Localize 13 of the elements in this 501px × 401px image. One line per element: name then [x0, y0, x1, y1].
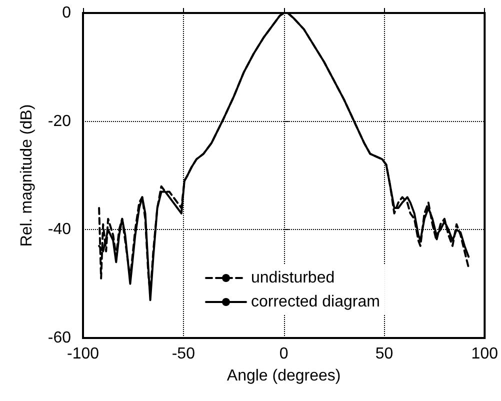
y-tick-label: 0	[62, 4, 72, 22]
x-tick-label: 50	[375, 346, 394, 362]
y-tick-label: -20	[48, 112, 72, 130]
x-tick-label: -100	[66, 346, 100, 362]
legend-label: corrected diagram	[251, 294, 380, 310]
y-tick-label: -60	[48, 330, 72, 346]
x-axis-title: Angle (degrees)	[226, 368, 341, 384]
y-tick-label: -40	[48, 221, 72, 238]
x-tick-label: 100	[471, 346, 498, 362]
x-tick-label: 0	[279, 346, 288, 362]
legend-label: undisturbed	[251, 270, 335, 286]
x-tick-label: -50	[172, 346, 196, 362]
y-axis-title: Rel. magnitude (dB)	[18, 104, 36, 247]
